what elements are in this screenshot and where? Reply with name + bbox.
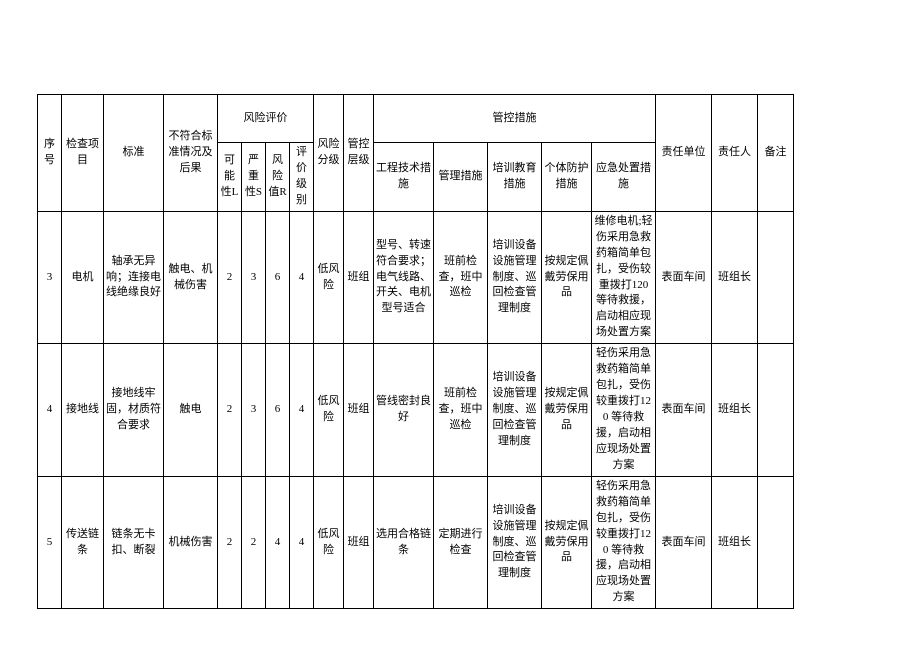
table-cell: 4 xyxy=(290,476,314,609)
table-cell: 链条无卡扣、断裂 xyxy=(104,476,164,609)
table-cell: 表面车间 xyxy=(656,476,712,609)
table-cell: 培训设备设施管理制度、巡回检查管理制度 xyxy=(488,211,542,344)
table-cell: 班组 xyxy=(344,476,374,609)
col-subheader: 培训教育措施 xyxy=(488,143,542,212)
table-cell: 班组长 xyxy=(712,344,758,477)
col-header: 风险分级 xyxy=(314,95,344,212)
table-cell: 4 xyxy=(290,344,314,477)
table-cell xyxy=(758,211,794,344)
table-cell: 班前检查，班中巡检 xyxy=(434,344,488,477)
table-cell: 培训设备设施管理制度、巡回检查管理制度 xyxy=(488,476,542,609)
table-cell: 2 xyxy=(218,344,242,477)
table-cell: 定期进行检查 xyxy=(434,476,488,609)
table-cell: 4 xyxy=(38,344,62,477)
table-cell: 低风险 xyxy=(314,211,344,344)
table-cell: 4 xyxy=(266,476,290,609)
col-subheader: 风险值R xyxy=(266,143,290,212)
col-header: 检查项目 xyxy=(62,95,104,212)
table-cell: 传送链条 xyxy=(62,476,104,609)
table-cell: 3 xyxy=(242,211,266,344)
col-header: 备注 xyxy=(758,95,794,212)
table-cell: 轴承无异响；连接电线绝缘良好 xyxy=(104,211,164,344)
table-cell: 触电、机械伤害 xyxy=(164,211,218,344)
table-cell: 触电 xyxy=(164,344,218,477)
table-cell: 班前检查，班中巡检 xyxy=(434,211,488,344)
table-cell: 接地线牢固，材质符合要求 xyxy=(104,344,164,477)
table-cell: 机械伤害 xyxy=(164,476,218,609)
table-cell: 表面车间 xyxy=(656,344,712,477)
table-cell: 3 xyxy=(38,211,62,344)
table-cell: 表面车间 xyxy=(656,211,712,344)
col-subheader: 工程技术措施 xyxy=(374,143,434,212)
col-subheader: 可能性L xyxy=(218,143,242,212)
col-header: 标准 xyxy=(104,95,164,212)
table-cell: 4 xyxy=(290,211,314,344)
col-subheader: 管理措施 xyxy=(434,143,488,212)
table-cell: 2 xyxy=(218,211,242,344)
table-cell: 按规定佩戴劳保用品 xyxy=(542,211,592,344)
col-header: 管控层级 xyxy=(344,95,374,212)
table-cell: 型号、转速符合要求；电气线路、开关、电机型号适合 xyxy=(374,211,434,344)
table-cell: 5 xyxy=(38,476,62,609)
risk-table: 序号检查项目标准不符合标准情况及后果风险评价风险分级管控层级管控措施责任单位责任… xyxy=(37,94,794,609)
col-subheader: 应急处置措施 xyxy=(592,143,656,212)
table-cell: 3 xyxy=(242,344,266,477)
col-subheader: 评价级别 xyxy=(290,143,314,212)
table-cell: 维修电机;轻伤采用急救药箱简单包扎，受伤较重拨打120 等待救援，启动相应现场处… xyxy=(592,211,656,344)
col-header-group-ctrl: 管控措施 xyxy=(374,95,656,143)
col-header: 不符合标准情况及后果 xyxy=(164,95,218,212)
table-cell xyxy=(758,344,794,477)
table-cell: 管线密封良好 xyxy=(374,344,434,477)
col-header: 责任人 xyxy=(712,95,758,212)
col-subheader: 严重性S xyxy=(242,143,266,212)
table-cell: 2 xyxy=(218,476,242,609)
table-cell xyxy=(758,476,794,609)
table-cell: 6 xyxy=(266,344,290,477)
table-cell: 班组长 xyxy=(712,476,758,609)
table-cell: 接地线 xyxy=(62,344,104,477)
table-cell: 6 xyxy=(266,211,290,344)
col-header: 责任单位 xyxy=(656,95,712,212)
table-cell: 班组长 xyxy=(712,211,758,344)
table-cell: 班组 xyxy=(344,344,374,477)
table-cell: 培训设备设施管理制度、巡回检查管理制度 xyxy=(488,344,542,477)
table-cell: 2 xyxy=(242,476,266,609)
col-header-group-riskeval: 风险评价 xyxy=(218,95,314,143)
table-cell: 低风险 xyxy=(314,344,344,477)
table-cell: 选用合格链条 xyxy=(374,476,434,609)
table-cell: 按规定佩戴劳保用品 xyxy=(542,344,592,477)
table-cell: 轻伤采用急救药箱简单包扎，受伤较重拨打120 等待救援，启动相应现场处置方案 xyxy=(592,344,656,477)
table-cell: 电机 xyxy=(62,211,104,344)
table-cell: 班组 xyxy=(344,211,374,344)
col-subheader: 个体防护措施 xyxy=(542,143,592,212)
table-cell: 轻伤采用急救药箱简单包扎，受伤较重拨打120 等待救援，启动相应现场处置方案 xyxy=(592,476,656,609)
table-cell: 按规定佩戴劳保用品 xyxy=(542,476,592,609)
col-header: 序号 xyxy=(38,95,62,212)
table-cell: 低风险 xyxy=(314,476,344,609)
